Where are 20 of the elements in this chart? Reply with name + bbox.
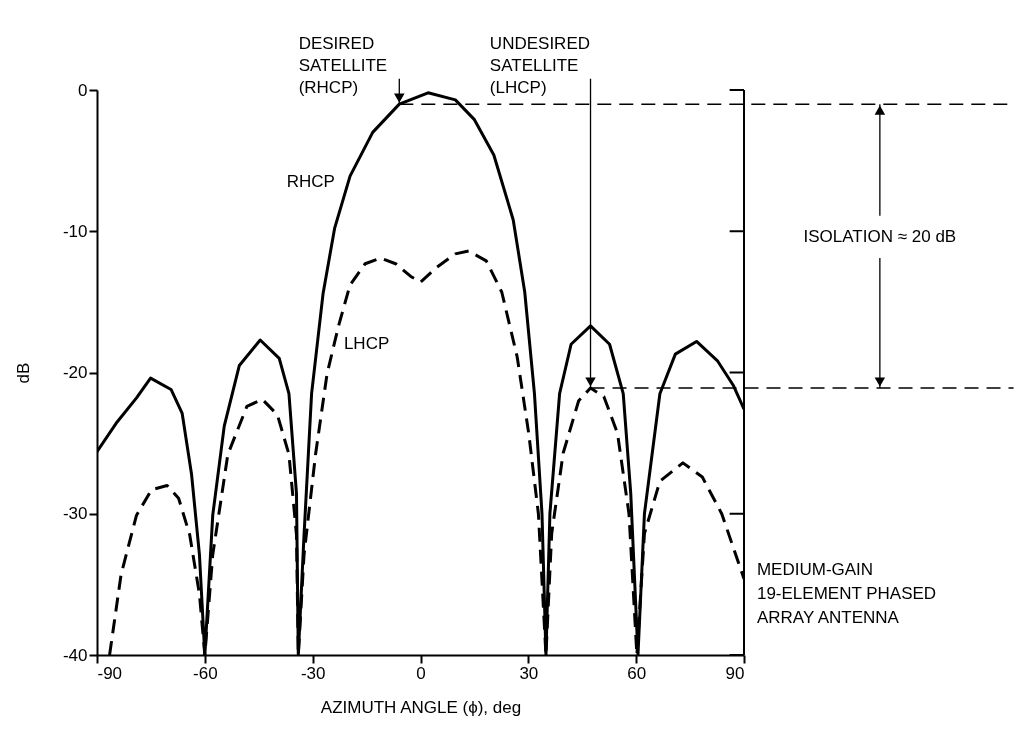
y-axis-title: dB [13,362,33,384]
y-tick-label: -20 [62,363,88,382]
y-tick-label: -30 [62,504,88,524]
x-tick-label: 0 [416,663,426,683]
y-tick-label: -40 [62,645,88,665]
y-tick-label: 0 [78,80,88,100]
x-tick-label: -60 [193,663,218,683]
x-tick-label: 30 [519,663,539,683]
x-tick-label: -90 [97,663,123,683]
text: MEDIUM-GAIN 19-ELEMENT PHASED ARRAY ANTENNA [756,560,937,628]
x-tick-label: 60 [627,663,647,683]
annotation: UNDESIRED SATELLITE (LHCP) [489,34,590,98]
x-tick-label: 90 [725,663,745,683]
series-label: LHCP [343,334,390,354]
y-tick-label: -10 [62,221,88,241]
annotation: DESIRED SATELLITE (RHCP) [298,34,388,98]
x-axis-title: AZIMUTH ANGLE (ϕ), deg [320,697,522,717]
text: ISOLATION ≈ 20 dB [803,226,957,246]
series-label: RHCP [286,171,335,191]
x-tick-label: -30 [300,663,326,683]
